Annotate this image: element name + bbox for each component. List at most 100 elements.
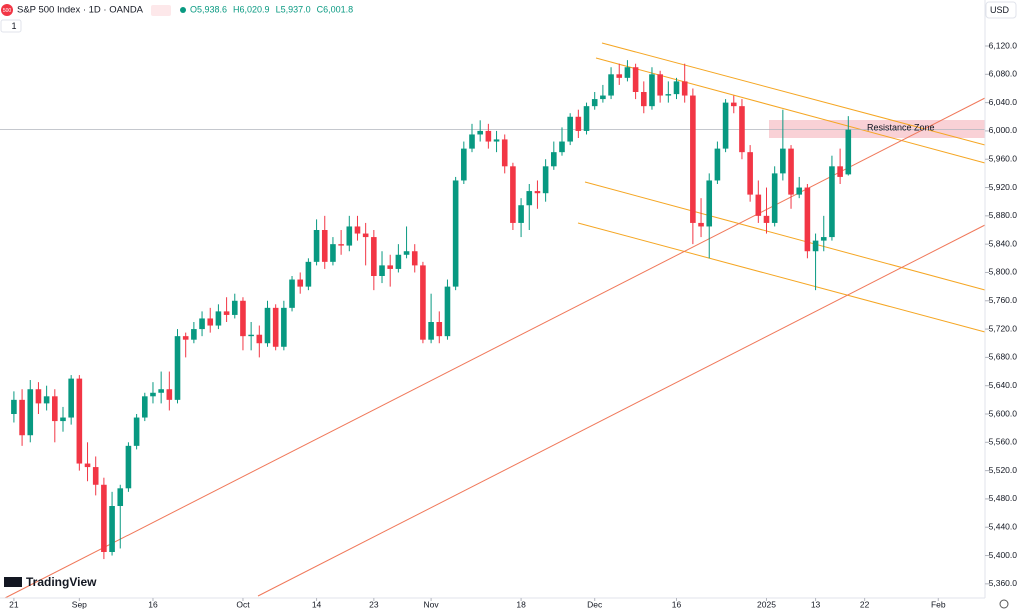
candle-body: [665, 94, 672, 96]
candle-body: [551, 152, 557, 167]
candle-body: [698, 222, 704, 227]
ohlc-value: C6,001.8: [317, 4, 354, 14]
x-tick-label: 21: [9, 599, 19, 609]
candle-body: [92, 467, 99, 485]
candle-body: [501, 139, 508, 167]
candle-body: [371, 237, 377, 276]
candle-body: [362, 233, 369, 238]
candle-body: [469, 134, 475, 149]
x-tick-label: Oct: [236, 599, 250, 609]
candle-body: [780, 148, 786, 174]
candle-body: [158, 389, 164, 393]
x-tick-label: Sep: [72, 599, 87, 609]
candle-body: [117, 488, 124, 506]
candle-body: [313, 230, 320, 262]
candle-body: [182, 336, 189, 340]
candle-body: [575, 116, 582, 131]
candle-body: [542, 166, 549, 194]
currency-button[interactable]: [985, 1, 1017, 19]
candle-body: [444, 286, 451, 337]
candle-body: [215, 311, 222, 326]
candle-body: [199, 318, 205, 330]
x-tick-label: 18: [516, 599, 526, 609]
candle-body: [240, 300, 246, 337]
candle-body: [191, 329, 197, 340]
x-tick-label: 14: [312, 599, 322, 609]
candle-body: [305, 261, 312, 287]
candle-body: [354, 226, 361, 234]
y-tick-label: 5,600.0: [989, 408, 1018, 418]
y-tick-label: 5,640.0: [989, 380, 1018, 390]
candle-body: [714, 148, 721, 181]
candle-body: [510, 166, 516, 223]
x-tick-label: 16: [672, 599, 682, 609]
drawings: [4, 42, 986, 599]
y-tick-label: 6,000.0: [989, 125, 1018, 135]
channel-line: [584, 181, 986, 291]
candle-body: [428, 322, 434, 340]
candle-body: [624, 67, 631, 78]
candle-body: [591, 99, 598, 107]
candle-body: [608, 74, 614, 96]
logo-mark: [4, 577, 22, 587]
y-tick-label: 6,040.0: [989, 97, 1018, 107]
candle-body: [804, 187, 811, 252]
candle-body: [845, 129, 852, 175]
candle-body: [35, 389, 42, 404]
candle-body: [207, 318, 214, 326]
candle-body: [125, 445, 132, 489]
status-dot: [180, 7, 186, 13]
ohlc-value: L5,937.0: [276, 4, 311, 14]
x-tick-label: Nov: [424, 599, 440, 609]
candle-body: [330, 244, 336, 262]
y-tick-label: 5,760.0: [989, 295, 1018, 305]
trend-line: [257, 224, 986, 597]
candle-body: [534, 191, 541, 194]
candle-body: [76, 378, 83, 464]
candle-body: [411, 251, 418, 266]
y-tick-label: 5,480.0: [989, 493, 1018, 503]
channel-line: [595, 57, 986, 164]
candle-body: [461, 148, 467, 181]
candle-body: [289, 279, 295, 308]
candle-body: [321, 230, 328, 262]
candle-body: [829, 166, 835, 238]
resistance-zone: [769, 120, 985, 138]
candle-body: [52, 396, 58, 422]
candle-body: [403, 251, 410, 255]
symbol-icon-text: 500: [3, 8, 12, 14]
candle-body: [632, 67, 639, 92]
x-tick-label: 23: [369, 599, 379, 609]
indicator-toggle[interactable]: [0, 19, 22, 33]
candle-body: [706, 180, 713, 227]
candle-body: [133, 417, 140, 446]
symbol-title[interactable]: S&P 500 Index · 1D · OANDA: [17, 5, 144, 16]
alert-badge[interactable]: [151, 5, 171, 16]
y-tick-label: 5,360.0: [989, 578, 1018, 588]
candle-body: [436, 322, 443, 337]
candle-body: [812, 240, 819, 252]
candle-body: [109, 506, 115, 552]
y-tick-label: 5,560.0: [989, 437, 1018, 447]
channel-line: [577, 222, 986, 333]
candle-body: [583, 106, 590, 131]
candle-body: [649, 74, 655, 107]
y-tick-label: 5,880.0: [989, 210, 1018, 220]
candle-body: [739, 106, 745, 153]
y-tick-label: 5,920.0: [989, 182, 1018, 192]
candle-body: [747, 152, 753, 195]
candle-body: [223, 311, 230, 315]
annotation-label: Resistance Zone: [867, 122, 935, 132]
x-tick-label: 22: [860, 599, 870, 609]
logo: TradingView: [26, 575, 97, 589]
settings-icon[interactable]: [999, 599, 1009, 609]
candle-body: [452, 180, 459, 287]
candle-body: [264, 307, 271, 344]
candle-body: [150, 392, 156, 397]
candle-body: [27, 389, 34, 436]
y-tick-label: 6,120.0: [989, 40, 1018, 50]
y-tick-label: 6,080.0: [989, 69, 1018, 79]
candle-body: [796, 187, 803, 195]
candle-body: [771, 173, 778, 223]
